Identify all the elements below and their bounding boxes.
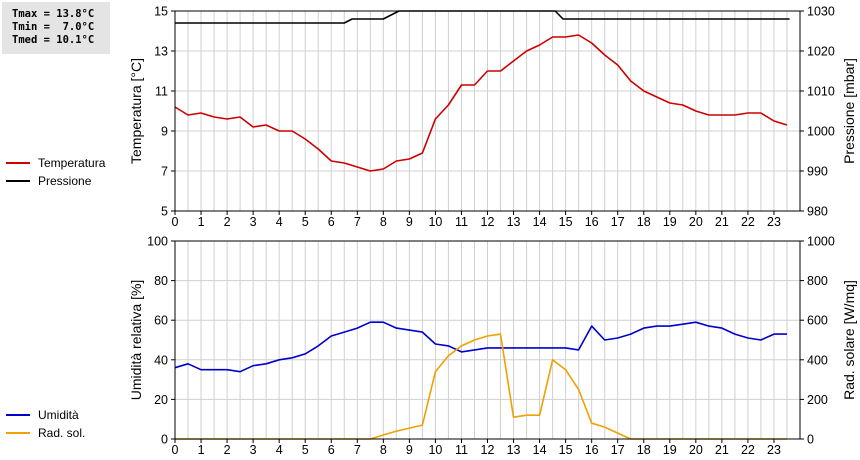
panel2-x-tick-label: 0	[172, 443, 179, 457]
panel2-x-tick-label: 11	[455, 443, 468, 457]
panel1-x-tick-label: 2	[224, 215, 231, 229]
panel1-y2-tick-label: 1020	[807, 45, 835, 59]
panel1-y-tick-label: 15	[154, 5, 168, 19]
panel2-y2-tick-label: 400	[807, 353, 828, 367]
panel2-y2-tick-label: 800	[807, 274, 828, 288]
panel1-x-tick-label: 13	[507, 215, 521, 229]
panel1-y2-tick-label: 990	[807, 165, 828, 179]
legend-item-rad-sol: Rad. sol.	[6, 424, 85, 442]
panel2-y-axis-title: Umidità relativa [%]	[128, 280, 144, 401]
legend-swatch-temperatura	[6, 162, 30, 164]
legend-top: Temperatura Pressione	[6, 154, 105, 190]
legend-swatch-rad-sol	[6, 432, 30, 434]
panel1-y2-tick-label: 1010	[807, 85, 835, 99]
panel2-x-tick-label: 3	[250, 443, 257, 457]
panel1-x-tick-label: 14	[533, 215, 547, 229]
panel2-x-tick-label: 2	[224, 443, 231, 457]
stat-tmax: Tmax = 13.8°C	[12, 8, 95, 20]
panel2-y2-tick-label: 200	[807, 393, 828, 407]
panel2-x-tick-label: 22	[741, 443, 755, 457]
legend-bottom: Umidità Rad. sol.	[6, 406, 85, 442]
legend-swatch-umidita	[6, 414, 30, 416]
panel2-x-tick-label: 10	[428, 443, 442, 457]
legend-item-temperatura: Temperatura	[6, 154, 105, 172]
panel2-x-tick-label: 14	[533, 443, 547, 457]
panel1-x-tick-label: 17	[611, 215, 625, 229]
panel1-x-tick-label: 11	[455, 215, 468, 229]
panel2-x-tick-label: 12	[481, 443, 495, 457]
panel1-x-tick-label: 7	[354, 215, 361, 229]
panel1-y2-tick-label: 980	[807, 205, 828, 219]
panel1-y-tick-label: 7	[161, 165, 168, 179]
panel2-x-tick-label: 8	[380, 443, 387, 457]
panel2-y2-tick-label: 0	[807, 433, 814, 447]
panel2-x-tick-label: 5	[302, 443, 309, 457]
panel1-x-tick-label: 8	[380, 215, 387, 229]
panel1-series-pressione	[175, 10, 790, 24]
panel2-x-tick-label: 23	[767, 443, 781, 457]
panel2-y2-axis-title: Rad. solare [W/mq]	[841, 280, 857, 400]
panel2-x-tick-label: 13	[507, 443, 521, 457]
panel1-series-temperatura	[174, 34, 788, 172]
stat-tmin: Tmin = 7.0°C	[12, 21, 95, 33]
panel1-y2-tick-label: 1000	[807, 125, 835, 139]
panel1-x-tick-label: 1	[198, 215, 205, 229]
panel2-y-tick-label: 80	[154, 274, 168, 288]
legend-item-umidita: Umidità	[6, 406, 85, 424]
panel2-x-tick-label: 4	[276, 443, 283, 457]
panel2-y-tick-label: 40	[154, 353, 168, 367]
panel1-y2-axis-title: Pressione [mbar]	[841, 58, 857, 164]
panel2-x-tick-label: 7	[354, 443, 361, 457]
panel1-x-tick-label: 12	[481, 215, 495, 229]
panel1-x-tick-label: 5	[302, 215, 309, 229]
panel2-x-tick-label: 20	[689, 443, 703, 457]
panel2-y-tick-label: 20	[154, 393, 168, 407]
legend-swatch-pressione	[6, 180, 30, 182]
panel2-x-tick-label: 18	[637, 443, 651, 457]
panel2-x-tick-label: 6	[328, 443, 335, 457]
panel1-y-tick-label: 9	[161, 125, 168, 139]
panel2-x-tick-label: 19	[663, 443, 677, 457]
panel2-x-tick-label: 17	[611, 443, 625, 457]
panel1-x-tick-label: 10	[428, 215, 442, 229]
panel1-x-tick-label: 6	[328, 215, 335, 229]
panel1-x-tick-label: 23	[767, 215, 781, 229]
legend-label-rad-sol: Rad. sol.	[38, 426, 86, 440]
panel1-y-axis-title: Temperatura [°C]	[128, 58, 144, 164]
panel1-y-tick-label: 11	[155, 85, 168, 99]
panel1-x-tick-label: 16	[585, 215, 599, 229]
panel2-x-tick-label: 1	[198, 443, 205, 457]
legend-label-pressione: Pressione	[38, 174, 92, 188]
panel2-series-umidit	[174, 321, 787, 373]
legend-item-pressione: Pressione	[6, 172, 105, 190]
panel1-x-tick-label: 22	[741, 215, 755, 229]
stats-box: Tmax = 13.8°C Tmin = 7.0°C Tmed = 10.1°C	[2, 2, 110, 54]
panel1-x-tick-label: 21	[715, 215, 729, 229]
panel1-y2-tick-label: 1030	[807, 5, 835, 19]
panel1-y-tick-label: 13	[154, 45, 168, 59]
panel2-y-tick-label: 0	[161, 433, 168, 447]
panel1-x-tick-label: 18	[637, 215, 651, 229]
panel1-x-tick-label: 9	[406, 215, 413, 229]
panel1-x-tick-label: 20	[689, 215, 703, 229]
panel1-x-tick-label: 4	[276, 215, 283, 229]
panel2-y2-tick-label: 600	[807, 314, 828, 328]
panel2-y2-tick-label: 1000	[807, 235, 835, 249]
panel2-y-tick-label: 100	[147, 235, 168, 249]
panel1-x-tick-label: 0	[172, 215, 179, 229]
panel1-x-tick-label: 3	[250, 215, 257, 229]
stat-tmed: Tmed = 10.1°C	[12, 34, 95, 46]
panel2-x-tick-label: 21	[715, 443, 729, 457]
panel2-y-tick-label: 60	[154, 314, 168, 328]
panel2-x-tick-label: 15	[559, 443, 573, 457]
panel1-y-tick-label: 5	[161, 205, 168, 219]
panel1-x-tick-label: 19	[663, 215, 677, 229]
panel2-series-rad-sol	[175, 333, 787, 440]
legend-label-umidita: Umidità	[38, 408, 79, 422]
legend-label-temperatura: Temperatura	[38, 156, 106, 170]
panel2-x-tick-label: 16	[585, 443, 599, 457]
panel1-x-tick-label: 15	[559, 215, 573, 229]
panel2-x-tick-label: 9	[406, 443, 413, 457]
